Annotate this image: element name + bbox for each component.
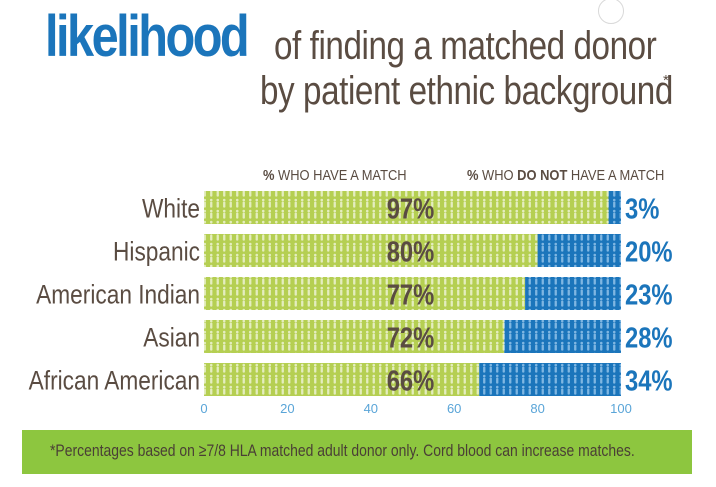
x-tick-label: 0 <box>200 401 207 416</box>
bar-match <box>204 277 526 310</box>
footnote-banner: *Percentages based on ≥7/8 HLA matched a… <box>22 430 692 474</box>
value-label-no-match: 34% <box>625 364 673 397</box>
value-label-match: 97% <box>387 192 435 225</box>
header-nomatch-bold: DO NOT <box>517 167 568 184</box>
header-match-symbol: % <box>263 167 275 184</box>
title-asterisk: * <box>663 72 669 89</box>
category-label: White <box>142 194 200 224</box>
bar-no-match <box>504 320 621 353</box>
corner-circle-decoration <box>598 0 624 24</box>
bar-no-match <box>525 277 621 310</box>
value-label-no-match: 20% <box>625 235 673 268</box>
value-label-no-match: 23% <box>625 278 673 311</box>
category-label: Asian <box>143 323 200 353</box>
x-tick-label: 100 <box>610 401 632 416</box>
bar-no-match <box>537 234 621 267</box>
stacked-bar-chart: White 97% 3% Hispanic 80% 20% American Indian 7… <box>29 191 673 416</box>
title-line-2: by patient ethnic background <box>260 69 673 113</box>
header-nomatch-symbol: % <box>467 167 479 184</box>
category-label: American Indian <box>36 280 200 310</box>
x-tick-label: 80 <box>530 401 544 416</box>
value-label-no-match: 3% <box>625 192 659 225</box>
bar-match <box>204 320 505 353</box>
bar-match <box>204 191 609 224</box>
bar-no-match <box>608 191 621 224</box>
x-tick-label: 40 <box>364 401 378 416</box>
header-nomatch-post: HAVE A MATCH <box>567 167 665 184</box>
bar-no-match <box>479 363 621 396</box>
header-nomatch-pre: WHO <box>478 167 518 184</box>
x-tick-label: 20 <box>280 401 294 416</box>
value-label-no-match: 28% <box>625 321 673 354</box>
bar-match <box>204 363 480 396</box>
footnote-text: *Percentages based on ≥7/8 HLA matched a… <box>50 441 635 460</box>
header-match: % WHO HAVE A MATCH <box>263 167 407 184</box>
bar-match <box>204 234 538 267</box>
category-label: Hispanic <box>113 237 200 267</box>
header-match-text: WHO HAVE A MATCH <box>274 167 407 184</box>
category-label: African American <box>29 366 200 396</box>
value-label-match: 77% <box>387 278 435 311</box>
title-line-1: of finding a matched donor <box>274 24 657 68</box>
value-label-match: 66% <box>387 364 435 397</box>
value-label-match: 80% <box>387 235 435 268</box>
header-no-match: % WHO DO NOT HAVE A MATCH <box>467 167 664 184</box>
title-highlight: likelihood <box>45 4 250 69</box>
value-label-match: 72% <box>387 321 435 354</box>
x-tick-label: 60 <box>447 401 461 416</box>
